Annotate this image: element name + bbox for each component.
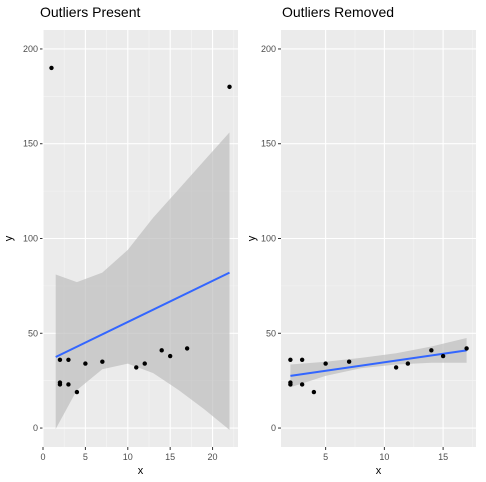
data-point — [299, 382, 305, 387]
data-point — [299, 357, 305, 363]
x-axis-label: x — [376, 465, 382, 477]
y-tick-label: 100 — [261, 234, 276, 244]
data-point — [159, 348, 164, 353]
data-point — [227, 84, 232, 90]
data-point — [184, 346, 190, 351]
data-point — [288, 357, 293, 363]
y-tick-label: 200 — [23, 44, 38, 54]
data-point — [288, 382, 293, 387]
data-point — [74, 389, 80, 395]
data-point — [440, 353, 446, 359]
data-point — [100, 359, 105, 364]
data-point — [134, 365, 139, 370]
y-tick-label: 100 — [23, 234, 38, 244]
data-point — [393, 365, 399, 370]
panel-outliers-removed: Outliers Removed 0 50 100 150 200 5 10 15 x y — [246, 4, 476, 477]
y-tick-label: 0 — [271, 423, 276, 433]
y-tick-label: 50 — [266, 328, 276, 338]
data-point — [311, 389, 317, 395]
data-point — [464, 346, 469, 351]
x-tick-label: 10 — [123, 452, 133, 462]
y-axis-label: y — [246, 235, 258, 241]
data-point — [346, 359, 352, 364]
y-tick-label: 50 — [28, 328, 38, 338]
data-point — [405, 361, 411, 366]
data-point — [66, 357, 71, 363]
x-axis-label: x — [138, 465, 144, 477]
data-point — [66, 382, 71, 387]
data-point — [57, 357, 63, 363]
panel-title: Outliers Removed — [282, 4, 394, 20]
data-point — [57, 382, 63, 387]
x-tick-label: 15 — [438, 452, 448, 462]
data-point — [429, 348, 434, 353]
x-tick-label: 5 — [323, 452, 328, 462]
x-tick-label: 20 — [208, 452, 218, 462]
x-tick-label: 10 — [379, 452, 389, 462]
y-tick-label: 0 — [33, 423, 38, 433]
panel-outliers-present: Outliers Present 0 50 100 150 200 0 5 10 15 20 x y — [3, 4, 238, 477]
x-tick-label: 5 — [83, 452, 88, 462]
data-point — [142, 361, 147, 366]
regression-line — [290, 349, 467, 377]
data-point — [167, 353, 173, 359]
y-tick-label: 200 — [261, 44, 276, 54]
panel-title: Outliers Present — [40, 4, 140, 20]
confidence-band — [55, 132, 230, 430]
data-point — [323, 361, 328, 366]
y-tick-label: 150 — [23, 139, 38, 149]
data-point — [83, 361, 88, 366]
y-tick-label: 150 — [261, 139, 276, 149]
regression-line — [55, 271, 230, 358]
y-axis-label: y — [3, 235, 15, 241]
x-tick-label: 0 — [40, 452, 45, 462]
x-tick-label: 15 — [165, 452, 175, 462]
data-point — [49, 65, 54, 71]
